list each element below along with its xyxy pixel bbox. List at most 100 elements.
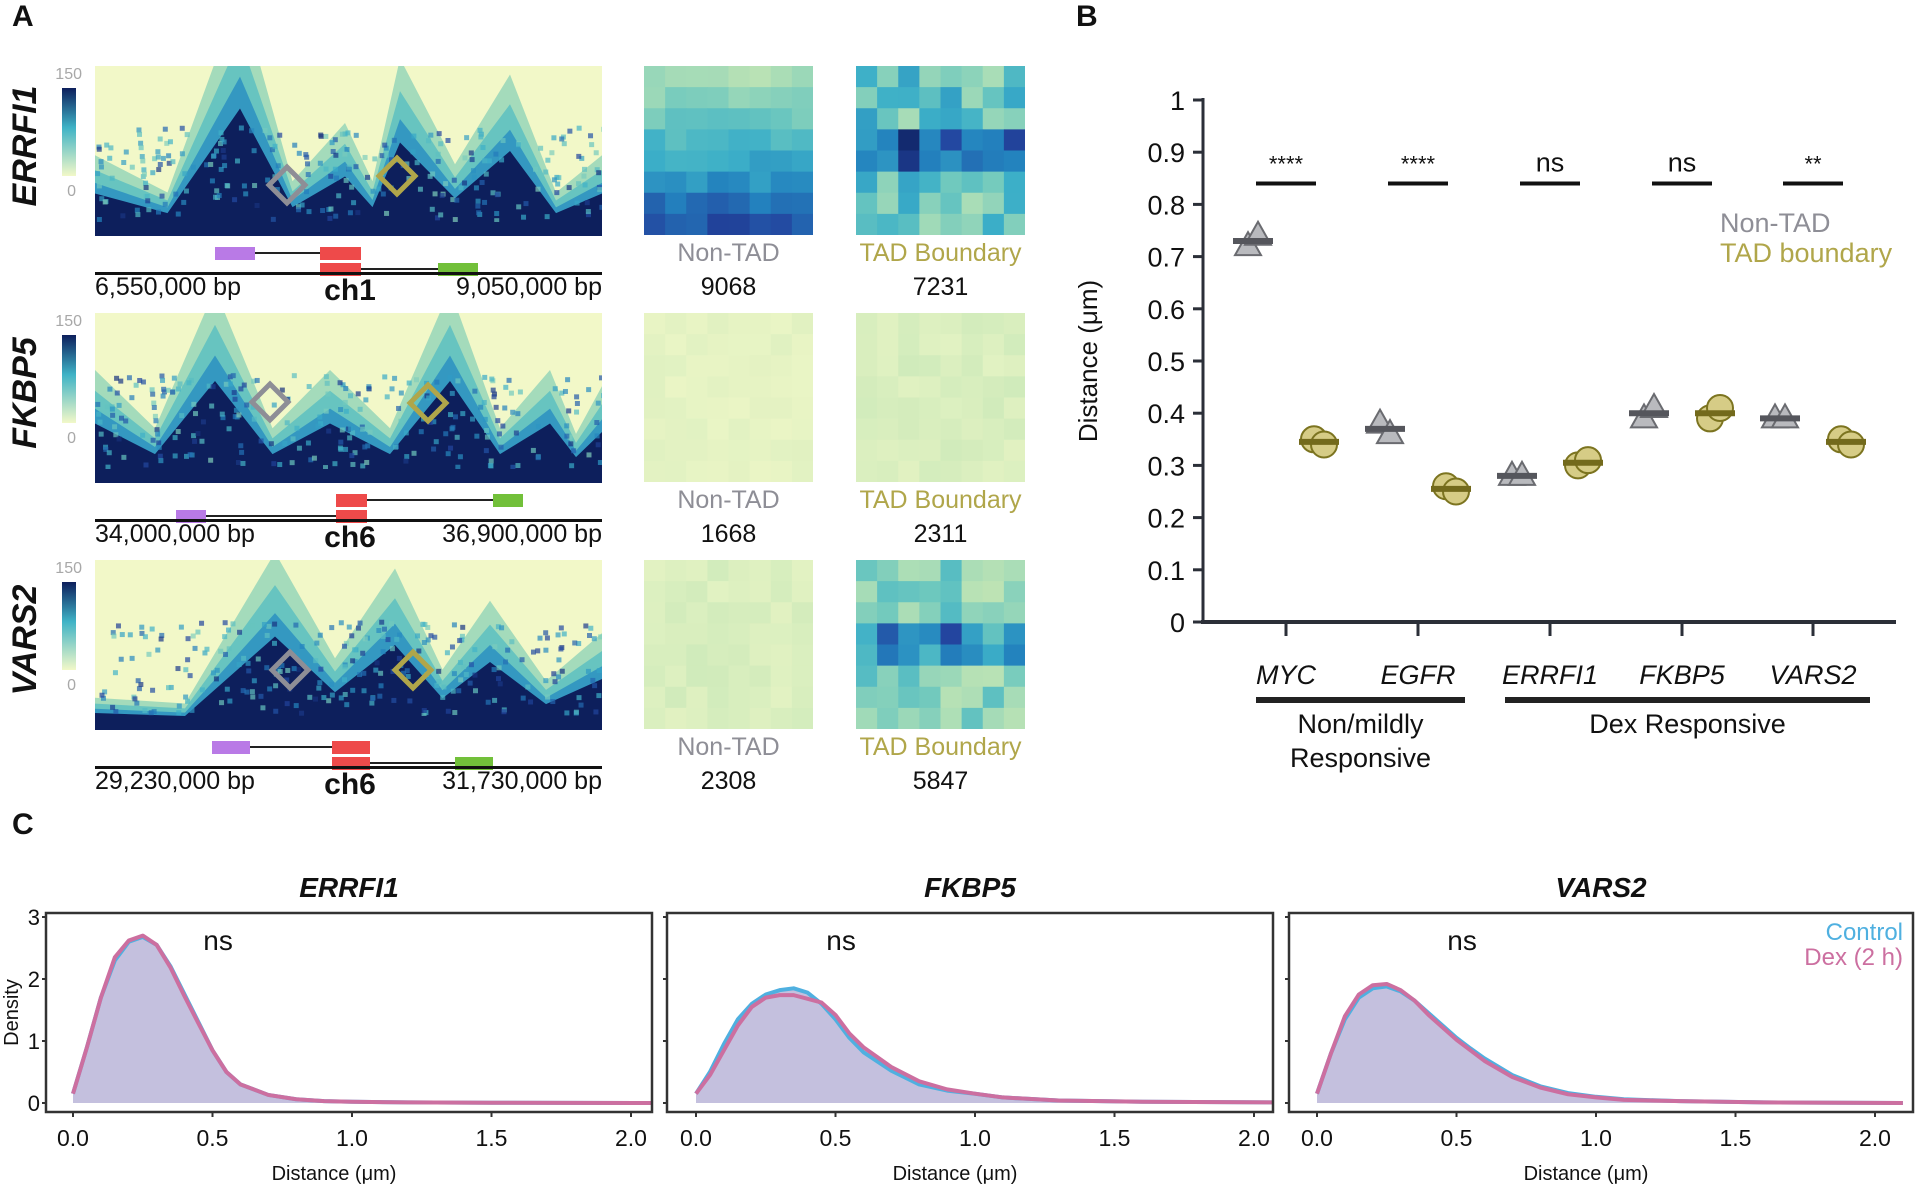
contact-pixel [139, 624, 145, 630]
contact-pixel [258, 693, 264, 699]
contact-pixel [175, 429, 181, 435]
contact-pixel [403, 430, 409, 436]
contact-pixel [421, 712, 427, 718]
contact-pixel [99, 196, 105, 202]
contact-pixel [129, 164, 135, 170]
contact-pixel [576, 125, 582, 131]
contact-pixel [360, 426, 366, 432]
gene-feature [320, 247, 361, 260]
contact-pixel [193, 411, 199, 417]
aggregate-pixel [749, 644, 772, 667]
contact-pixel [347, 435, 353, 441]
dex-density-line [1315, 981, 1903, 1105]
y-axis-label: Distance (μm) [1073, 280, 1103, 442]
aggregate-pixel [728, 334, 751, 356]
aggregate-pixel [770, 418, 793, 441]
contact-pixel [260, 705, 266, 711]
contact-pixel [363, 397, 369, 403]
contact-pixel [226, 627, 232, 633]
contact-pixel [195, 431, 201, 437]
contact-pixel [490, 387, 496, 393]
aggregate-pixel [707, 560, 729, 582]
aggregate-pixel [644, 313, 666, 335]
contact-pixel [227, 374, 233, 380]
contact-pixel [467, 680, 473, 686]
contact-pixel [338, 620, 344, 626]
contact-pixel [432, 634, 438, 640]
aggregate-pixel [919, 644, 941, 667]
contact-pixel [488, 463, 494, 469]
contact-pixel [296, 207, 302, 213]
contact-pixel [159, 373, 165, 379]
aggregate-pixel [644, 213, 666, 235]
contact-pixel [441, 684, 447, 690]
x-tick-label: 2.0 [1238, 1125, 1270, 1151]
contact-pixel [226, 646, 232, 652]
aggregate-pixel [770, 686, 793, 709]
contact-pixel [574, 200, 580, 206]
contact-pixel [506, 377, 512, 383]
contact-pixel [598, 375, 602, 381]
aggregate-pixel [961, 707, 984, 729]
aggregate-pixel [728, 313, 751, 335]
aggregate-pixel [961, 665, 984, 688]
aggregate-pixel [791, 355, 813, 377]
aggregate-pixel [686, 686, 708, 709]
aggregate-pixel [856, 439, 878, 462]
aggregate-pixel [982, 355, 1005, 377]
genome-start-coord: 6,550,000 bp [95, 273, 241, 301]
contact-pixel [459, 633, 465, 639]
aggregate-pixel [961, 397, 984, 420]
aggregate-pixel [856, 87, 878, 109]
contact-pixel [175, 386, 181, 392]
x-tick-label: 0.0 [57, 1125, 89, 1151]
contact-pixel [458, 185, 464, 191]
contact-pixel [589, 142, 595, 148]
contact-pixel [586, 452, 592, 458]
contact-pixel [543, 630, 549, 636]
contact-pixel [410, 149, 416, 155]
aggregate-pixel [856, 355, 878, 377]
contact-pixel [379, 619, 385, 625]
aggregate-pixel [791, 87, 813, 109]
x-axis-label: Distance (μm) [893, 1163, 1018, 1185]
contact-pixel [535, 186, 541, 192]
aggregate-pixel [686, 560, 708, 582]
aggregate-pixel [877, 397, 899, 420]
contact-pixel [123, 149, 129, 155]
contact-pixel [152, 156, 158, 162]
contact-pixel [576, 181, 582, 187]
aggregate-pixel [898, 213, 920, 235]
contact-pixel [296, 667, 302, 673]
aggregate-pixel [665, 129, 687, 151]
contact-pixel [149, 626, 155, 632]
contact-pixel [275, 163, 281, 169]
contact-pixel [357, 620, 363, 626]
contact-pixel [376, 186, 382, 192]
contact-pixel [181, 199, 187, 205]
panel-c-density-charts: ERRFI1 0.0 0.5 1.0 1.5 2.0 0 1 2 3 Distance (μm) De… [1, 872, 1915, 1185]
y-axis-label: Density [1, 979, 23, 1046]
aggregate-pixel [940, 397, 963, 420]
aggregate-pixel [982, 418, 1005, 441]
aggregate-pixel [877, 171, 899, 194]
aggregate-pixel [982, 581, 1005, 603]
contact-pixel [342, 677, 348, 683]
colorbar-min-label: 0 [67, 430, 76, 447]
aggregate-pixel [919, 581, 941, 603]
aggregate-pixel [961, 213, 984, 235]
aggregate-pixel [961, 355, 984, 377]
contact-pixel [347, 393, 353, 399]
contact-pixel [567, 128, 573, 134]
contact-pixel [479, 179, 485, 185]
aggregate-pixel [856, 560, 878, 582]
contact-pixel [95, 401, 101, 407]
contact-pixel [304, 189, 310, 195]
contact-pixel [282, 441, 288, 447]
contact-pixel [185, 698, 191, 704]
contact-pixel [329, 625, 335, 631]
contact-pixel [380, 649, 386, 655]
aggregate-pixel [856, 108, 878, 130]
contact-pixel [202, 650, 208, 656]
aggregate-pixel [877, 686, 899, 709]
